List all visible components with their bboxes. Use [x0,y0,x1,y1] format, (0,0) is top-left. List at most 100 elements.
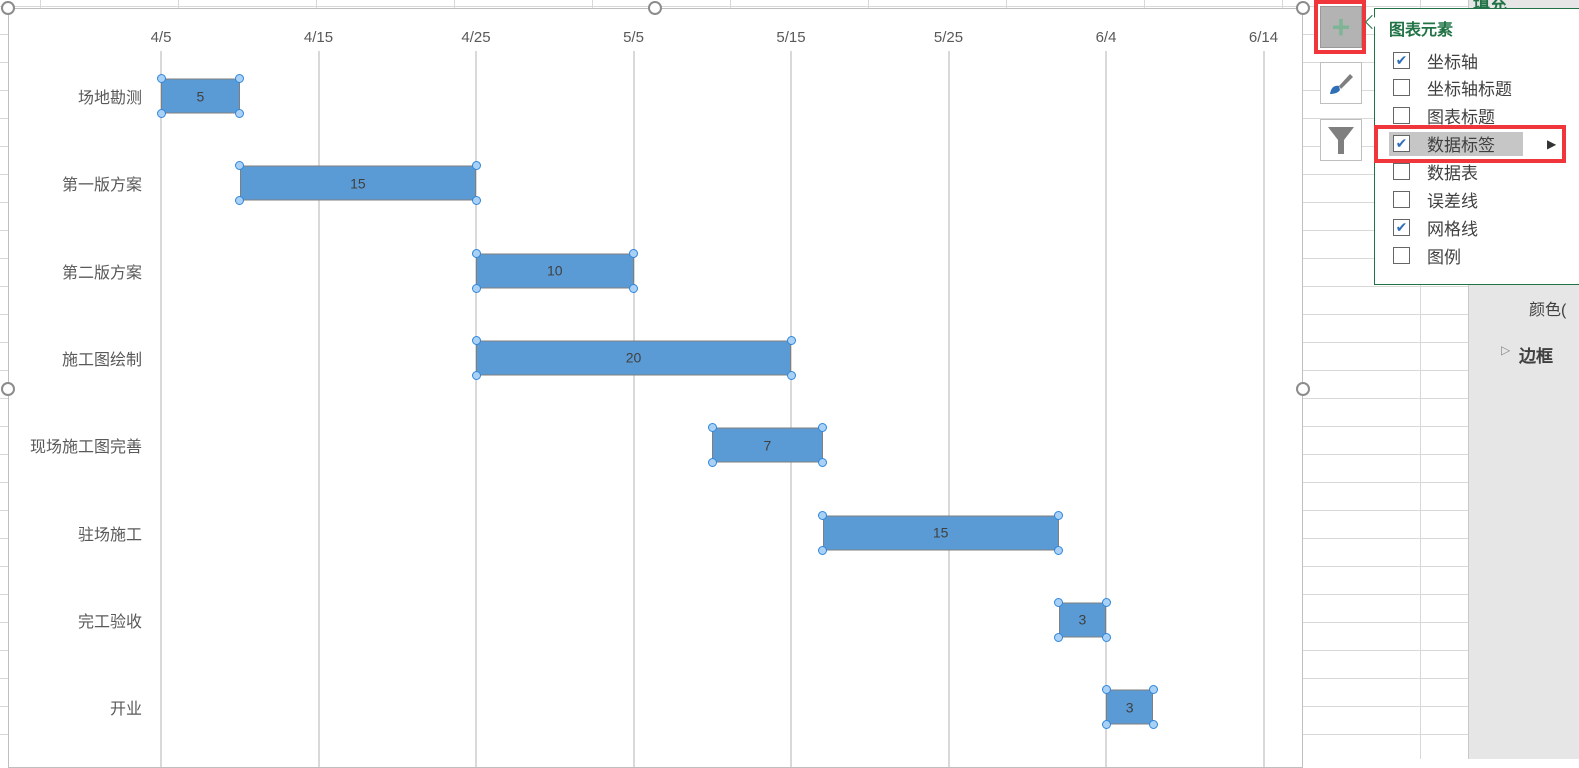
checkbox[interactable] [1393,191,1410,208]
gantt-bar[interactable]: 7 [712,427,823,463]
selection-point[interactable] [235,196,245,206]
checkbox[interactable] [1393,246,1410,264]
data-label: 3 [1125,699,1134,716]
resize-handle[interactable] [1,1,15,15]
selection-point[interactable] [471,196,481,206]
selection-point[interactable] [818,510,827,520]
option-label: 误差线 [1427,192,1478,211]
selection-point[interactable] [235,109,245,118]
selection-point[interactable] [235,161,245,171]
option-label: 网格线 [1427,219,1478,239]
selection-point[interactable] [1101,597,1111,607]
chart-element-option[interactable]: ✔ 坐标轴 [1375,47,1579,73]
paintbrush-icon [1330,74,1353,94]
selection-point[interactable] [156,109,166,118]
selection-point[interactable] [629,248,638,258]
gantt-bar[interactable]: 15 [822,515,1059,550]
selection-point[interactable] [629,283,638,293]
gantt-bar[interactable]: 15 [239,165,476,201]
selection-point[interactable] [471,335,481,345]
data-label: 15 [932,524,949,541]
checkbox[interactable] [1393,79,1410,97]
selection-point[interactable] [1148,685,1158,695]
category-label: 现场施工图完善 [29,439,142,457]
chart-filters-button[interactable] [1320,119,1362,161]
selection-point[interactable] [1101,685,1111,695]
category-label: 完工验收 [77,613,142,631]
data-label: 20 [625,349,642,366]
chart-element-option[interactable]: ✔ 网格线 [1375,214,1579,240]
expand-icon[interactable]: ▷ [1501,343,1511,357]
highlight-box [1374,125,1566,163]
border-section-header[interactable]: 边框 [1519,347,1553,366]
selection-point[interactable] [1054,632,1064,642]
resize-handle[interactable] [1,382,15,396]
x-tick-label: 5/5 [623,29,644,46]
selection-point[interactable] [1054,510,1064,520]
chart-element-option[interactable]: 数据表 [1375,159,1579,185]
x-tick-label: 4/15 [303,29,334,46]
selection-point[interactable] [786,370,796,380]
option-label: 图例 [1427,247,1461,267]
chart-element-option[interactable]: 误差线 [1375,187,1579,213]
gridline [1105,51,1107,767]
gantt-bar[interactable]: 5 [161,78,240,114]
selection-point[interactable] [471,161,481,171]
data-label: 10 [546,262,563,279]
selection-point[interactable] [1101,720,1111,730]
selection-point[interactable] [818,545,827,555]
chart-elements-popup: 图表元素 ✔ 坐标轴坐标轴标题 图表标题 ✔ 数据标签 ▶ 数据表误差线 ✔ 网格线图例 [1374,8,1579,285]
option-label: 数据标签 [1427,136,1495,156]
checkbox[interactable]: ✔ [1393,135,1410,153]
gantt-bar[interactable]: 3 [1058,602,1106,638]
gantt-chart[interactable]: 4/5 4/15 4/25 5/5 5/15 5/25 6/4 6/14 场地勘测 5 第一版方案 1… [8,8,1303,768]
selection-point[interactable] [471,370,481,380]
chart-element-option[interactable]: 坐标轴标题 [1375,75,1579,101]
gridline [1262,51,1265,767]
gridline [317,51,320,767]
selection-point[interactable] [235,74,245,83]
x-tick-label: 5/25 [933,29,964,46]
selection-point[interactable] [818,458,827,468]
data-label: 5 [196,88,205,104]
category-label: 场地勘测 [77,90,142,107]
gantt-bar[interactable]: 10 [476,253,634,289]
gantt-bar[interactable]: 20 [476,340,791,376]
selection-point[interactable] [707,423,717,433]
chart-element-option[interactable]: 图例 [1375,242,1579,268]
selection-point[interactable] [1054,597,1064,607]
selection-point[interactable] [1054,545,1064,555]
selection-point[interactable] [818,423,827,433]
selection-point[interactable] [471,283,481,293]
checkbox[interactable]: ✔ [1393,218,1410,236]
chart-elements-button[interactable]: + [1320,6,1362,48]
chart-element-option[interactable]: 图表标题 [1375,103,1579,129]
category-label: 施工图绘制 [61,351,142,369]
color-label: 颜色( [1529,302,1567,319]
resize-handle[interactable] [648,1,662,15]
popup-title: 图表元素 [1389,22,1454,39]
selection-point[interactable] [786,335,796,345]
x-tick-label: 6/14 [1248,29,1279,46]
resize-handle[interactable] [1296,382,1310,396]
checkbox[interactable]: ✔ [1393,51,1410,69]
x-tick-label: 4/25 [461,29,491,46]
option-label: 坐标轴 [1427,52,1478,72]
submenu-arrow-icon[interactable]: ▶ [1547,136,1557,151]
selection-point[interactable] [1148,720,1158,730]
selection-point[interactable] [1101,632,1111,642]
chart-styles-button[interactable] [1320,62,1362,104]
gridline [475,51,477,767]
category-label: 开业 [109,701,142,719]
category-label: 驻场施工 [77,526,142,544]
selection-point[interactable] [156,74,166,83]
x-tick-label: 4/5 [150,29,172,46]
gantt-bar[interactable]: 3 [1106,689,1154,725]
chart-element-option[interactable]: ✔ 数据标签 ▶ [1375,131,1579,157]
selection-point[interactable] [707,458,717,468]
selection-point[interactable] [471,248,481,258]
checkbox[interactable] [1393,163,1410,181]
resize-handle[interactable] [1296,1,1310,15]
option-label: 数据表 [1427,164,1478,184]
checkbox[interactable] [1393,107,1410,125]
